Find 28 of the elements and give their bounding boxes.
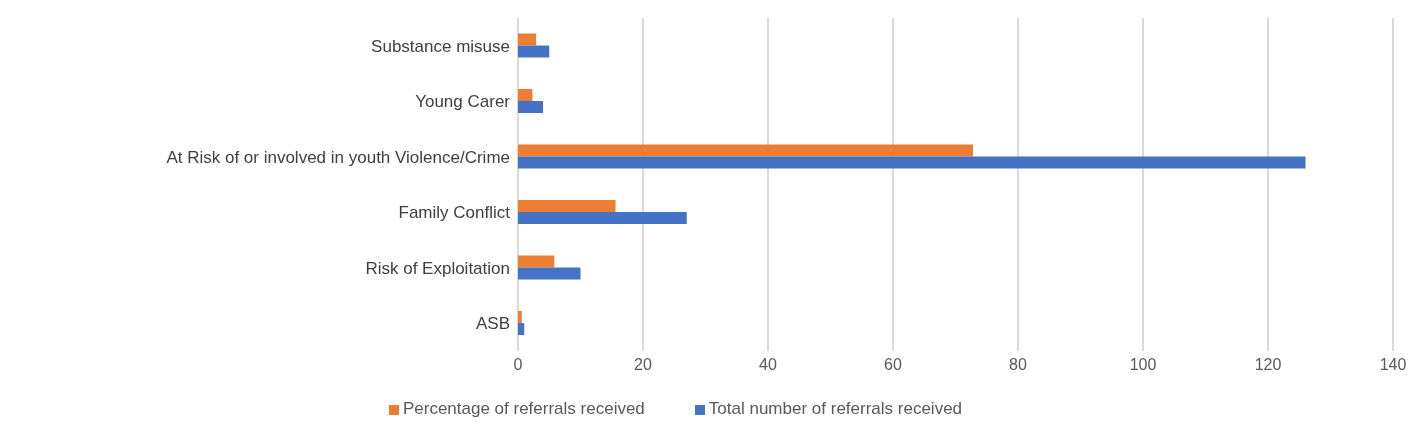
legend-label: Total number of referrals received xyxy=(708,399,963,418)
bar xyxy=(518,45,550,58)
bar xyxy=(518,156,1306,169)
y-tick-label: Risk of Exploitation xyxy=(365,258,510,278)
x-tick-label: 100 xyxy=(1129,356,1157,374)
y-tick-label: Young Carer xyxy=(415,92,511,112)
x-tick-label: 60 xyxy=(884,356,902,374)
bar xyxy=(518,267,581,280)
y-tick-label: Substance misuse xyxy=(371,36,510,56)
y-tick-label: At Risk of or involved in youth Violence/Crime xyxy=(166,147,510,167)
x-tick-label: 80 xyxy=(1009,356,1027,374)
x-tick-label: 140 xyxy=(1379,356,1407,374)
bar xyxy=(518,101,543,114)
x-tick-label: 120 xyxy=(1254,356,1282,374)
legend-label: Percentage of referrals received xyxy=(402,399,645,418)
x-tick-label: 40 xyxy=(759,356,777,374)
bar xyxy=(518,212,687,225)
bar xyxy=(518,33,537,46)
bar xyxy=(518,323,525,336)
bar xyxy=(518,311,522,324)
y-tick-label: ASB xyxy=(475,314,510,334)
bar xyxy=(518,144,973,157)
bar xyxy=(518,89,533,102)
y-tick-label: Family Conflict xyxy=(398,203,511,223)
x-tick-label: 0 xyxy=(513,356,523,374)
x-tick-label: 20 xyxy=(634,356,652,374)
bar xyxy=(518,255,555,268)
bar xyxy=(518,200,616,213)
